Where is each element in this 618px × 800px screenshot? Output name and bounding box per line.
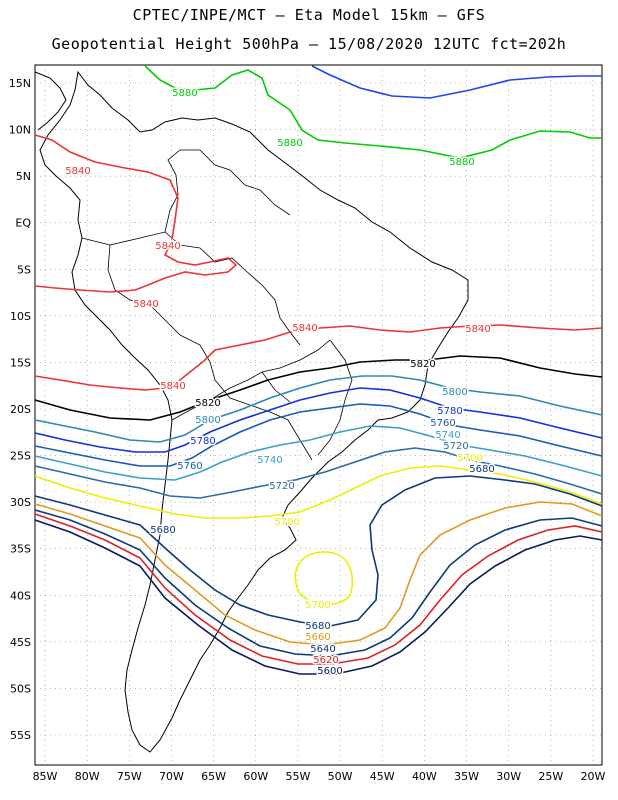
latitude-tick-label: 25S [10, 450, 31, 463]
contour-label: 5820 [410, 359, 435, 370]
latitude-tick-label: 40S [10, 589, 31, 602]
contour-label: 5840 [133, 299, 158, 310]
contour-label: 5760 [430, 418, 455, 429]
contour-label: 5800 [442, 387, 467, 398]
contour-5840-south [34, 324, 603, 391]
contour-5700 [34, 465, 603, 519]
contour-label: 5760 [177, 461, 202, 472]
latitude-tick-label: 5N [16, 170, 31, 183]
contour-label: 5800 [195, 415, 220, 426]
contour-5660 [34, 501, 603, 646]
contour-5820 [34, 355, 603, 421]
contour-label: 5640 [310, 644, 335, 655]
latitude-tick-label: 20S [10, 403, 31, 416]
contour-labels: 5880 5880 5880 5840 5840 5840 5840 5840 … [64, 87, 496, 679]
contour-label: 5840 [292, 323, 317, 334]
longitude-tick-label: 35W [454, 770, 479, 783]
contour-label: 5780 [437, 406, 462, 417]
latitude-tick-label: EQ [15, 217, 31, 230]
contour-label: 5700 [457, 453, 482, 464]
contour-label: 5740 [435, 430, 460, 441]
longitude-tick-label: 20W [581, 770, 606, 783]
contour-label: 5840 [155, 241, 180, 252]
contour-label: 5740 [257, 455, 282, 466]
contour-label: 5680 [305, 621, 330, 632]
contour-5840-north [34, 134, 238, 293]
contour-label: 5820 [195, 398, 220, 409]
latitude-labels: 15N 10N 5N EQ 5S 10S 15S 20S 25S 30S 35S 40S 45S 50S 5… [9, 77, 32, 742]
longitude-tick-label: 85W [33, 770, 58, 783]
contour-label: 5720 [269, 481, 294, 492]
longitude-tick-label: 55W [285, 770, 310, 783]
longitude-tick-label: 30W [496, 770, 521, 783]
contour-label: 5680 [150, 525, 175, 536]
contour-5640 [34, 509, 603, 657]
coastline [34, 70, 469, 753]
longitude-tick-label: 75W [117, 770, 142, 783]
longitude-tick-label: 25W [538, 770, 563, 783]
latitude-tick-label: 50S [10, 682, 31, 695]
contour-5680 [34, 475, 603, 627]
latitude-tick-label: 45S [10, 636, 31, 649]
longitude-tick-label: 40W [412, 770, 437, 783]
south-america-coastline [39, 70, 469, 753]
latitude-tick-label: 5S [17, 263, 31, 276]
contour-label: 5720 [443, 441, 468, 452]
contour-5620 [34, 513, 603, 665]
contour-5760 [34, 403, 603, 467]
latitude-tick-label: 10S [10, 310, 31, 323]
longitude-tick-label: 65W [201, 770, 226, 783]
contour-5740 [34, 425, 603, 481]
contour-label: 5780 [190, 436, 215, 447]
latitude-tick-label: 30S [10, 496, 31, 509]
contour-lines [34, 65, 603, 675]
contour-5920 [311, 65, 602, 99]
longitude-tick-label: 60W [243, 770, 268, 783]
longitude-tick-label: 80W [75, 770, 100, 783]
contour-label: 5660 [305, 632, 330, 643]
contour-5880-west [144, 65, 602, 159]
contour-label: 5620 [313, 655, 338, 666]
central-america-coastline [34, 71, 67, 131]
title-line-2: Geopotential Height 500hPa – 15/08/2020 … [51, 35, 567, 53]
latitude-tick-label: 35S [10, 543, 31, 556]
contour-label: 5880 [277, 138, 302, 149]
title-line-1: CPTEC/INPE/MCT – Eta Model 15km – GFS [132, 6, 486, 24]
contour-5720 [34, 447, 603, 499]
longitude-tick-label: 50W [328, 770, 353, 783]
contour-label: 5700 [274, 517, 299, 528]
longitude-labels: 85W 80W 75W 70W 65W 60W 55W 50W 45W 40W 35W 30W 25W 2… [33, 770, 606, 783]
country-borders [81, 149, 353, 461]
contour-label: 5880 [172, 88, 197, 99]
contour-5600 [34, 519, 603, 675]
latitude-tick-label: 55S [10, 729, 31, 742]
longitude-tick-label: 45W [370, 770, 395, 783]
contour-5780 [34, 387, 603, 453]
contour-label: 5840 [465, 324, 490, 335]
contour-label: 5680 [469, 464, 494, 475]
contour-label: 5700 [305, 600, 330, 611]
contour-label: 5600 [317, 666, 342, 677]
latitude-tick-label: 15S [10, 356, 31, 369]
contour-5700-closed [294, 551, 354, 606]
latitude-tick-label: 15N [9, 77, 31, 90]
latitude-tick-label: 10N [9, 124, 31, 137]
contour-label: 5840 [160, 381, 185, 392]
contour-5800 [34, 375, 603, 443]
contour-label: 5880 [449, 157, 474, 168]
contour-label: 5840 [65, 166, 90, 177]
longitude-tick-label: 70W [159, 770, 184, 783]
